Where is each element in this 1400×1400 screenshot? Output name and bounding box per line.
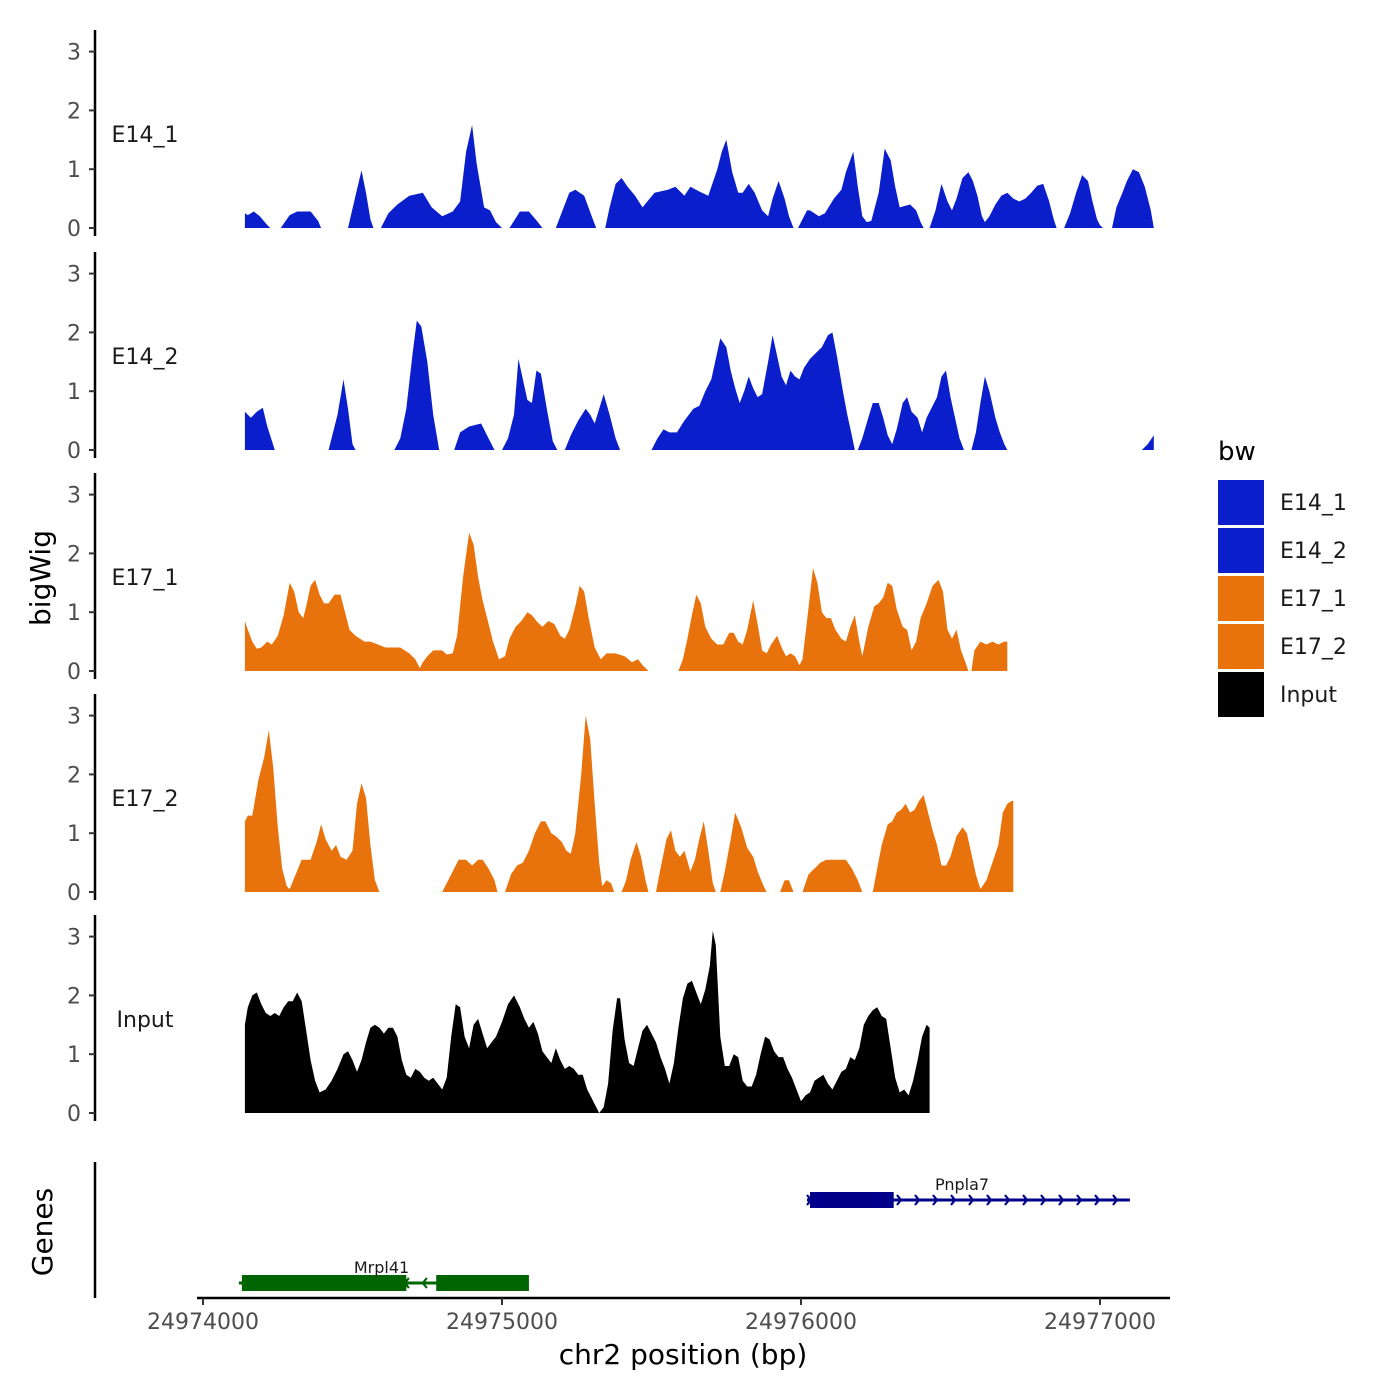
y-tick-label: 3 xyxy=(67,41,81,66)
gene-label-Pnpla7: Pnpla7 xyxy=(935,1175,989,1194)
strand-arrow xyxy=(1112,1194,1119,1206)
y-tick-label: 0 xyxy=(67,439,81,464)
legend-swatch-E17_2 xyxy=(1218,624,1264,669)
gene-exon xyxy=(809,1192,894,1208)
legend-label-Input: Input xyxy=(1280,683,1337,708)
coverage-area-E17_1 xyxy=(244,532,1008,671)
gene-Pnpla7: Pnpla7 xyxy=(806,1175,1130,1208)
y-axis-title: bigWig xyxy=(24,530,57,626)
y-tick-label: 2 xyxy=(67,763,81,788)
strand-arrow xyxy=(421,1277,428,1289)
strand-arrow xyxy=(914,1194,921,1206)
gene-track: Pnpla7 Mrpl41 xyxy=(93,1162,1130,1298)
legend-label-E14_2: E14_2 xyxy=(1280,539,1347,564)
legend-swatch-E14_2 xyxy=(1218,528,1264,573)
legend-swatch-E17_1 xyxy=(1218,576,1264,621)
strand-arrow xyxy=(1040,1194,1047,1206)
x-tick-label: 24976000 xyxy=(745,1310,857,1335)
y-tick-label: 2 xyxy=(67,99,81,124)
strand-arrow xyxy=(950,1194,957,1206)
y-tick-label: 2 xyxy=(67,542,81,567)
x-tick-label: 24977000 xyxy=(1044,1310,1156,1335)
gene-Mrpl41: Mrpl41 xyxy=(238,1258,529,1291)
legend-swatch-E14_1 xyxy=(1218,480,1264,525)
strand-arrow xyxy=(1022,1194,1029,1206)
track-E14_1: 0 1 2 3 E14_1 xyxy=(67,30,1154,242)
y-tick-label: 3 xyxy=(67,705,81,730)
y-tick-label: 1 xyxy=(67,601,81,626)
track-E14_2: 0 1 2 3 E14_2 xyxy=(67,252,1154,464)
track-E17_2: 0 1 2 3 E17_2 xyxy=(67,694,1014,906)
gene-label-Mrpl41: Mrpl41 xyxy=(354,1258,409,1277)
legend-swatch-Input xyxy=(1218,672,1264,717)
y-tick-label: 3 xyxy=(67,926,81,951)
coverage-area-Input xyxy=(244,930,930,1113)
legend-title: bw xyxy=(1218,437,1256,467)
gene-track-title: Genes xyxy=(26,1188,59,1276)
track-label-E17_2: E17_2 xyxy=(112,787,179,812)
track-label-E17_1: E17_1 xyxy=(112,566,179,591)
y-tick-label: 3 xyxy=(67,263,81,288)
strand-arrow xyxy=(932,1194,939,1206)
strand-arrow xyxy=(1076,1194,1083,1206)
strand-arrow xyxy=(1058,1194,1065,1206)
y-tick-label: 2 xyxy=(67,984,81,1009)
y-tick-label: 1 xyxy=(67,380,81,405)
track-label-E14_1: E14_1 xyxy=(112,123,179,148)
track-E17_1: 0 1 2 3 E17_1 xyxy=(67,473,1008,685)
x-tick-label: 24974000 xyxy=(147,1310,259,1335)
y-tick-label: 0 xyxy=(67,217,81,242)
y-tick-label: 1 xyxy=(67,822,81,847)
legend: bw E14_1 E14_2 E17_1 E17_2 Input xyxy=(1218,437,1347,717)
y-tick-label: 3 xyxy=(67,484,81,509)
coverage-area-E17_2 xyxy=(244,715,1014,892)
y-tick-label: 1 xyxy=(67,1043,81,1068)
y-tick-label: 1 xyxy=(67,158,81,183)
strand-arrow xyxy=(986,1194,993,1206)
strand-arrow xyxy=(896,1194,903,1206)
legend-label-E17_2: E17_2 xyxy=(1280,635,1347,660)
legend-label-E17_1: E17_1 xyxy=(1280,587,1347,612)
x-tick-label: 24975000 xyxy=(446,1310,558,1335)
y-tick-label: 0 xyxy=(67,1102,81,1127)
y-tick-label: 0 xyxy=(67,881,81,906)
strand-arrow xyxy=(1094,1194,1101,1206)
x-axis: 24974000 24975000 24976000 24977000 xyxy=(147,1296,1170,1335)
coverage-tracks: 0 1 2 3 E14_1 0 1 2 3 E14_2 0 1 2 3 E17_1 0 1 2 3 E17_2 0 1 2 3… xyxy=(67,30,1154,1127)
gene-exon xyxy=(436,1275,529,1291)
track-Input: 0 1 2 3 Input xyxy=(67,915,930,1127)
coverage-area-E14_2 xyxy=(244,320,1154,450)
gene-exon xyxy=(241,1275,407,1291)
track-label-E14_2: E14_2 xyxy=(112,345,179,370)
y-tick-label: 0 xyxy=(67,660,81,685)
x-axis-title: chr2 position (bp) xyxy=(559,1338,808,1371)
coverage-area-E14_1 xyxy=(244,125,1154,228)
y-tick-label: 2 xyxy=(67,321,81,346)
legend-label-E14_1: E14_1 xyxy=(1280,491,1347,516)
strand-arrow xyxy=(1004,1194,1011,1206)
strand-arrow xyxy=(968,1194,975,1206)
track-label-Input: Input xyxy=(117,1008,174,1033)
